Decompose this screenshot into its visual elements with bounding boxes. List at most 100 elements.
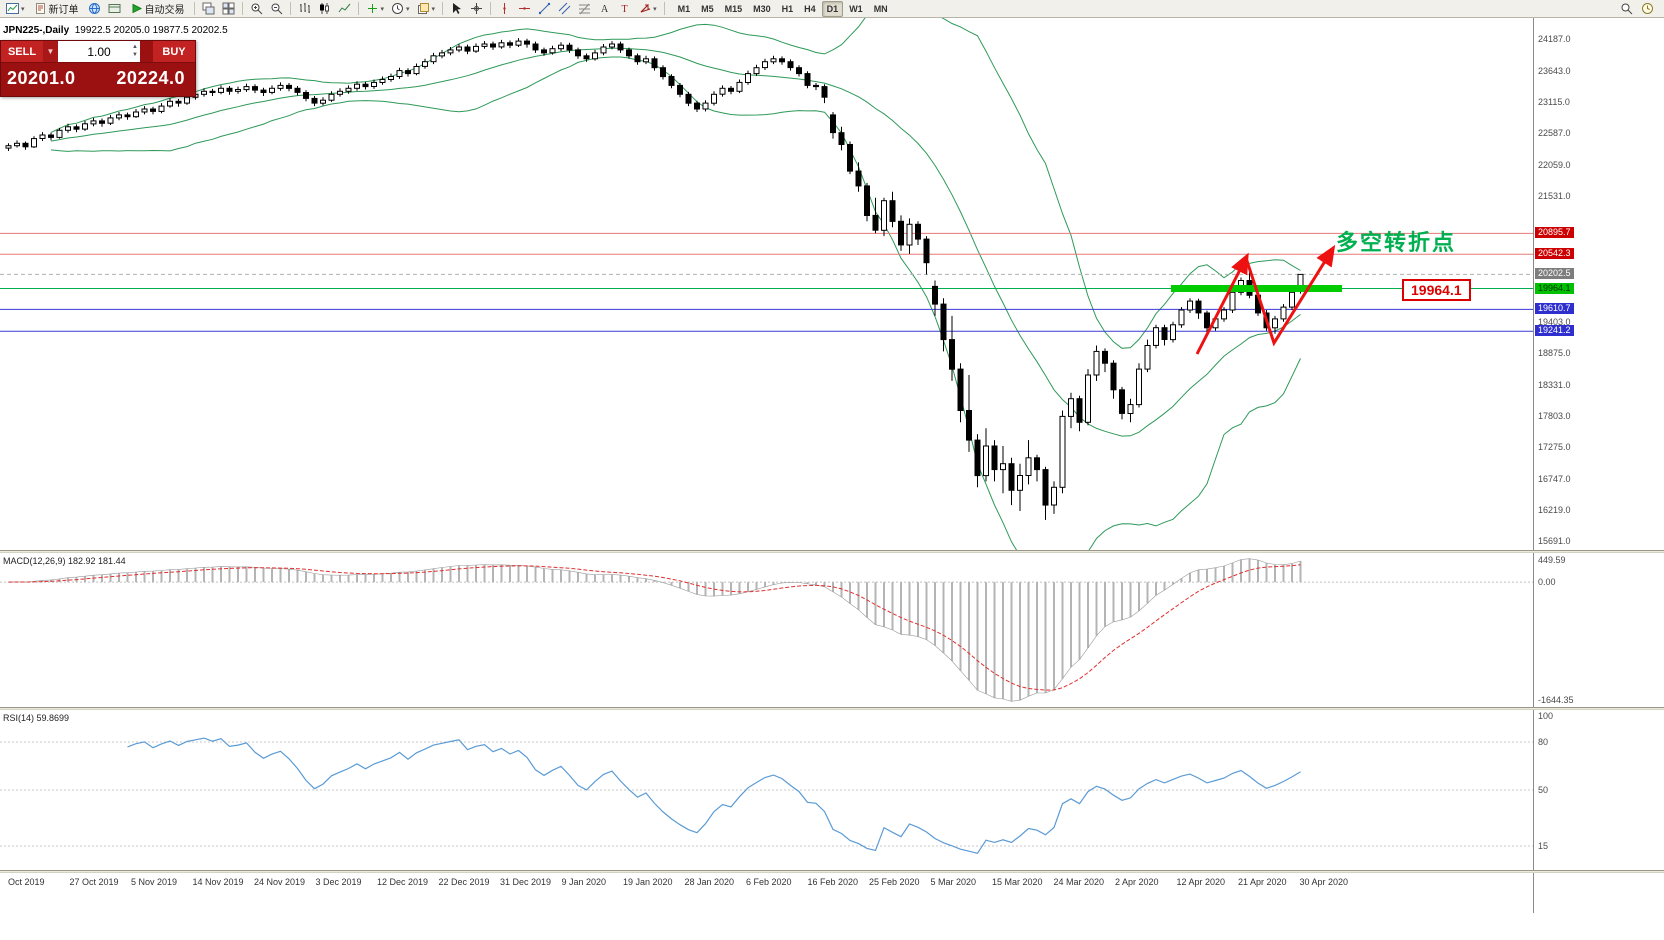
time-axis-label: 28 Jan 2020 <box>684 877 735 887</box>
main-toolbar: ▾ 新订单 自动交易 ▾ ▾ <box>0 0 1664 18</box>
macd-panel-splitter[interactable] <box>0 550 1664 553</box>
axis-label: 22059.0 <box>1538 159 1571 170</box>
spinner-down-icon[interactable]: ▼ <box>132 52 138 58</box>
turning-point-annotation[interactable]: 多空转折点 <box>1336 230 1457 255</box>
candlestick-icon <box>319 3 329 14</box>
chevron-down-icon: ▾ <box>21 5 25 13</box>
order-type-dropdown[interactable]: ▼ <box>43 41 58 62</box>
chevron-down-icon: ▾ <box>431 5 436 13</box>
axis-label: 23643.0 <box>1538 66 1571 76</box>
axis-label: -1644.35 <box>1538 695 1574 705</box>
time-axis-label: 22 Dec 2019 <box>438 877 490 887</box>
time-axis[interactable]: Oct 2019 27 Oct 2019 5 Nov 2019 14 Nov 2019… <box>0 873 1664 893</box>
price-line-label: 20895.7 <box>1535 227 1574 239</box>
zoom-out-button[interactable] <box>267 1 286 17</box>
rsi-indicator-canvas[interactable] <box>0 710 1533 870</box>
volume-input[interactable] <box>69 44 129 59</box>
market-watch-button[interactable] <box>85 1 104 17</box>
timeframe-m1-button[interactable]: M1 <box>677 3 691 14</box>
timebar-splitter[interactable] <box>0 870 1664 873</box>
axis-label: 0.00 <box>1538 577 1556 588</box>
trendline-tool-button[interactable] <box>535 1 554 17</box>
toolbar-separator <box>663 2 665 15</box>
spinner-up-icon[interactable]: ▲ <box>132 44 138 50</box>
alerts-button[interactable] <box>1638 1 1657 17</box>
zoom-in-button[interactable] <box>247 1 266 17</box>
axis-label: 17803.0 <box>1538 411 1571 422</box>
buy-button[interactable]: BUY <box>153 41 195 62</box>
channel-tool-button[interactable] <box>555 1 574 17</box>
horizontal-line-tool-button[interactable] <box>515 1 534 17</box>
search-button[interactable] <box>1617 1 1636 17</box>
chevron-down-icon: ▾ <box>406 5 410 13</box>
new-order-label: 新订单 <box>48 5 79 16</box>
arrows-tool-button[interactable]: ▾ <box>635 1 660 17</box>
level-callout-label[interactable]: 19964.1 <box>1402 279 1471 301</box>
axis-label: 80 <box>1538 737 1549 747</box>
label-icon: T <box>622 4 628 15</box>
axis-label: 449.59 <box>1538 555 1566 565</box>
macd-indicator-canvas[interactable] <box>0 553 1533 707</box>
templates-button[interactable]: ▾ <box>414 1 439 17</box>
sell-button[interactable]: SELL <box>1 41 43 62</box>
macd-indicator-label: MACD(12,26,9) 182.92 181.44 <box>3 556 126 566</box>
vertical-line-icon <box>503 3 506 14</box>
new-order-button[interactable]: 新订单 <box>29 1 84 17</box>
axis-label: 16747.0 <box>1538 473 1571 484</box>
fibonacci-tool-button[interactable] <box>575 1 594 17</box>
indicators-button[interactable]: ▾ <box>363 1 388 17</box>
timeframe-m30-button[interactable]: M30 <box>753 3 771 14</box>
macd-main-line <box>8 558 1301 702</box>
rsi-panel-splitter[interactable] <box>0 707 1664 710</box>
globe-icon <box>88 3 100 14</box>
price-line-label: 19964.1 <box>1535 282 1574 294</box>
bar-chart-mode-button[interactable] <box>295 1 314 17</box>
price-line-label: 19241.2 <box>1535 325 1574 337</box>
text-tool-button[interactable]: A <box>595 1 614 17</box>
timeframe-m5-button[interactable]: M5 <box>701 3 714 14</box>
new-order-icon <box>35 3 45 14</box>
buy-price[interactable]: 20224.0 <box>116 68 185 88</box>
toolbar-separator <box>241 2 243 15</box>
auto-trading-button[interactable]: 自动交易 <box>125 1 190 17</box>
timeframe-mn-button[interactable]: MN <box>873 3 888 14</box>
time-axis-label: 21 Apr 2020 <box>1238 877 1287 887</box>
trend-arrow[interactable] <box>1195 252 1249 355</box>
tile-windows-icon <box>222 2 235 15</box>
vertical-line-tool-button[interactable] <box>495 1 514 17</box>
axis-label: 17275.0 <box>1538 442 1571 453</box>
axis-label: 23115.0 <box>1538 97 1570 108</box>
tile-windows-button[interactable] <box>219 1 238 17</box>
chart-ohlc-values: 19922.5 20205.0 19877.5 20202.5 <box>74 25 228 36</box>
line-chart-mode-button[interactable] <box>335 1 354 17</box>
cursor-tool-button[interactable] <box>447 1 466 17</box>
volume-spinner[interactable]: ▲ ▼ <box>132 43 138 59</box>
chart-icon <box>6 3 19 14</box>
sell-price[interactable]: 20201.0 <box>7 68 76 88</box>
timeframe-m15-button[interactable]: M15 <box>724 3 743 14</box>
trend-arrow[interactable] <box>1244 244 1336 347</box>
timeframe-w1-button[interactable]: W1 <box>849 3 863 14</box>
fibonacci-icon <box>579 3 591 15</box>
new-chart-button[interactable]: ▾ <box>3 1 28 17</box>
time-axis-label: 27 Oct 2019 <box>69 877 119 887</box>
cascade-windows-button[interactable] <box>199 1 218 17</box>
timeframe-h4-button[interactable]: H4 <box>804 3 816 14</box>
auto-trading-label: 自动交易 <box>144 5 185 16</box>
time-axis-label: 3 Dec 2019 <box>315 877 362 887</box>
crosshair-icon <box>471 3 483 14</box>
one-click-trade-panel: SELL ▼ ▲▼ BUY 20201.0 20224.0 <box>0 40 196 97</box>
timeframe-d1-button[interactable]: D1 <box>821 0 844 17</box>
terminal-button[interactable] <box>105 1 124 17</box>
periods-button[interactable]: ▾ <box>388 1 413 17</box>
crosshair-tool-button[interactable] <box>467 1 486 17</box>
toolbar-separator <box>442 2 444 15</box>
level-lines[interactable] <box>0 232 1533 332</box>
label-tool-button[interactable]: T <box>615 1 634 17</box>
chart-plot-area[interactable]: JPN225-,Daily 19922.5 20205.0 19877.5 20… <box>0 18 1533 893</box>
timeframe-h1-button[interactable]: H1 <box>781 3 794 14</box>
main-chart-canvas[interactable] <box>0 18 1533 550</box>
candlestick-mode-button[interactable] <box>315 1 334 17</box>
axis-label: 15 <box>1538 841 1549 851</box>
chevron-down-icon: ▾ <box>380 5 385 13</box>
